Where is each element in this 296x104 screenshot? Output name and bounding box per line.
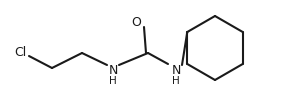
Text: H: H bbox=[172, 76, 180, 86]
Text: N: N bbox=[108, 64, 118, 77]
Text: Cl: Cl bbox=[14, 46, 26, 59]
Text: N: N bbox=[171, 64, 181, 77]
Text: O: O bbox=[131, 15, 141, 28]
Text: H: H bbox=[109, 76, 117, 86]
